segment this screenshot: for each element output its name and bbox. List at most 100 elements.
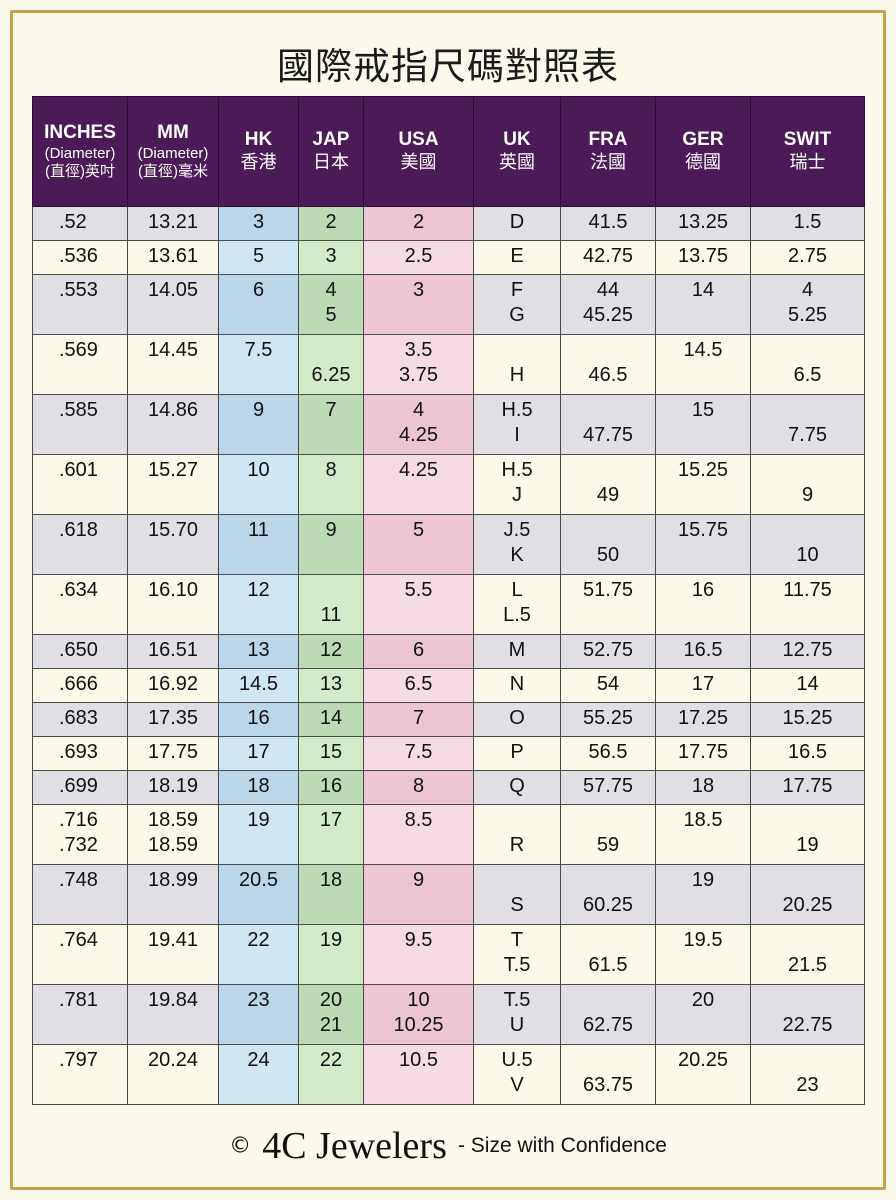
cell-value: 22.75 — [782, 1014, 833, 1036]
cell-inches: .52 — [32, 206, 128, 241]
cell-value: 3 — [325, 245, 337, 267]
cell-value: E — [510, 245, 524, 267]
cell-hk: 10 — [218, 454, 299, 515]
cell-value: 11 — [248, 519, 269, 541]
cell-inches: .553 — [32, 274, 128, 335]
cell-fra: 54 — [560, 668, 656, 703]
cell-value: 4 — [412, 399, 425, 421]
cell-value: 14.5 — [683, 339, 723, 361]
cell-uk: J.5 K — [473, 514, 561, 575]
table-row: .569 14.45 7.5 6.25 3.5 3.75 H 46.5 14.5 6.5 — [32, 334, 865, 395]
cell-value: 17.35 — [147, 707, 199, 729]
cell-value: 9 — [412, 869, 425, 891]
cell-value: 42.75 — [582, 245, 634, 267]
cell-hk: 14.5 — [218, 668, 299, 703]
table-row: .52 13.21 3 2 2 D 41.5 13.25 1.5 — [32, 206, 865, 241]
cell-ger: 15.25 — [655, 454, 751, 515]
cell-value: 24 — [247, 1049, 270, 1071]
cell-ger: 15.75 — [655, 514, 751, 575]
cell-value: 15.75 — [677, 519, 729, 541]
cell-value: 20 — [691, 989, 715, 1011]
cell-swit: 9 — [750, 454, 865, 515]
cell-value: 7.5 — [244, 339, 273, 361]
cell-value: 10.5 — [399, 1049, 438, 1071]
cell-value: 3 — [412, 279, 425, 301]
header-usa-line-2: 美國 — [400, 152, 437, 173]
cell-value: .666 — [59, 673, 98, 695]
cell-value: 20 — [319, 989, 343, 1011]
cell-inches: .683 — [32, 702, 128, 737]
cell-value: 7.75 — [788, 424, 827, 446]
table-row: .699 18.19 18 16 8 Q 57.75 18 17.75 — [32, 770, 865, 805]
cell-value: 13.25 — [677, 211, 729, 233]
cell-value — [474, 338, 560, 363]
cell-value: 20.24 — [147, 1049, 199, 1071]
cell-value: 9 — [801, 484, 814, 506]
cell-inches: .601 — [32, 454, 128, 515]
header-mm-line-1: MM — [157, 122, 189, 144]
cell-inches: .693 — [32, 736, 128, 771]
cell-value: 19 — [247, 809, 270, 831]
cell-uk: T.5 U — [473, 984, 561, 1045]
cell-uk: S — [473, 864, 561, 925]
cell-value — [751, 458, 864, 483]
cell-value: S — [510, 894, 524, 916]
header-swit-line-1: SWIT — [783, 129, 832, 151]
cell-mm: 17.75 — [127, 736, 219, 771]
cell-value: 3.5 — [404, 339, 433, 361]
cell-value: 57.75 — [582, 775, 634, 797]
cell-value: .764 — [59, 929, 98, 951]
cell-swit: 7.75 — [750, 394, 865, 455]
cell-value: .569 — [59, 339, 98, 361]
cell-value: 2.5 — [404, 245, 433, 267]
cell-jap: 17 — [298, 804, 364, 865]
cell-usa: 3 — [363, 274, 474, 335]
cell-jap: 16 — [298, 770, 364, 805]
cell-value: 18 — [247, 775, 270, 797]
header-usa-line-1: USA — [398, 129, 439, 151]
cell-jap: 7 — [298, 394, 364, 455]
ring-size-table: INCHES (Diameter) (直徑)英吋 MM (Diameter) (直徑)毫米… — [32, 96, 865, 1105]
cell-value: T.5 — [503, 989, 531, 1011]
cell-value: 23 — [796, 1074, 819, 1096]
cell-value: 6.25 — [311, 364, 351, 386]
cell-ger: 18 — [655, 770, 751, 805]
cell-swit: 11.75 — [750, 574, 865, 635]
cell-value: 18.5 — [683, 809, 723, 831]
cell-inches: .748 — [32, 864, 128, 925]
cell-fra: 63.75 — [560, 1044, 656, 1105]
cell-uk: O — [473, 702, 561, 737]
cell-value — [561, 398, 655, 423]
cell-swit: 16.5 — [750, 736, 865, 771]
cell-value: 19.5 — [683, 929, 723, 951]
cell-hk: 6 — [218, 274, 299, 335]
cell-mm: 15.27 — [127, 454, 219, 515]
cell-value: U — [509, 1014, 525, 1036]
cell-mm: 20.24 — [127, 1044, 219, 1105]
cell-value: 6 — [252, 279, 265, 301]
cell-mm: 16.51 — [127, 634, 219, 669]
cell-swit: 14 — [750, 668, 865, 703]
cell-value: 54 — [596, 673, 620, 695]
cell-uk: N — [473, 668, 561, 703]
cell-usa: 10 10.25 — [363, 984, 474, 1045]
cell-fra: 47.75 — [560, 394, 656, 455]
cell-value: 19.84 — [147, 989, 199, 1011]
cell-jap: 8 — [298, 454, 364, 515]
cell-value: 13.21 — [147, 211, 199, 233]
table-body: .52 13.21 3 2 2 D 41.5 13.25 1.5.536 13.61 5 3 2.5 E 4… — [32, 206, 865, 1105]
cell-value: 4 — [801, 279, 814, 301]
cell-hk: 19 — [218, 804, 299, 865]
cell-mm: 14.45 — [127, 334, 219, 395]
cell-value: 7.5 — [404, 741, 433, 763]
cell-fra: 50 — [560, 514, 656, 575]
cell-swit: 21.5 — [750, 924, 865, 985]
cell-hk: 3 — [218, 206, 299, 241]
table-row: .536 13.61 5 3 2.5 E 42.75 13.75 2.75 — [32, 240, 865, 275]
cell-value: 14.05 — [147, 279, 199, 301]
cell-fra: 49 — [560, 454, 656, 515]
header-uk-line-1: UK — [503, 129, 531, 151]
cell-uk: U.5 V — [473, 1044, 561, 1105]
